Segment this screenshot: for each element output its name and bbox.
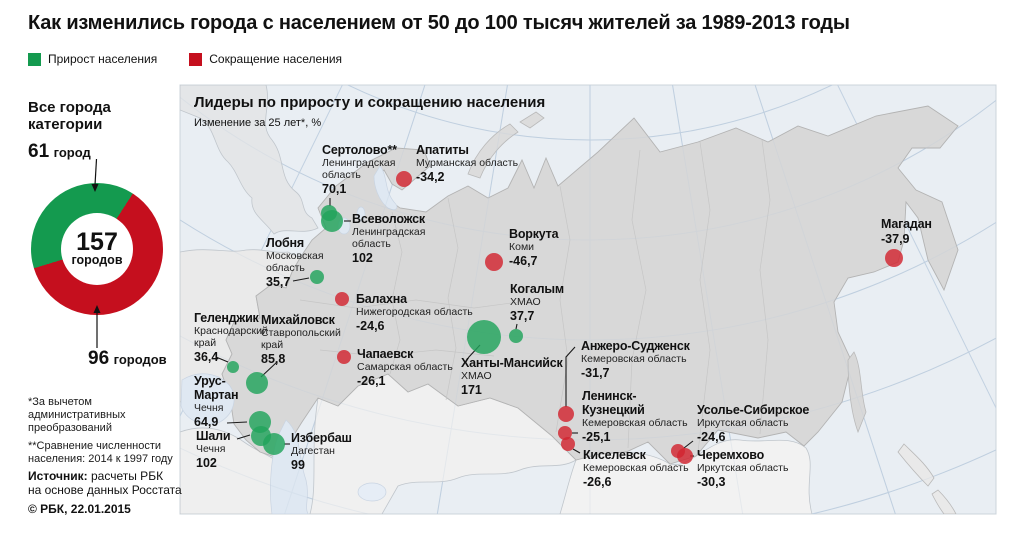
city-marker-chapaevsk xyxy=(337,350,351,364)
decline-unit: городов xyxy=(113,352,167,367)
decline-callout: 96 городов xyxy=(88,348,167,370)
city-marker-anzhero-sudzhensk xyxy=(558,406,574,422)
copyright: © РБК, 22.01.2015 xyxy=(28,502,131,516)
donut-center: 157 городов xyxy=(61,213,133,285)
city-marker-leninsk-kuznetsky xyxy=(558,426,572,440)
city-marker-vorkuta xyxy=(485,253,503,271)
city-marker-gelendzhik xyxy=(227,361,239,373)
growth-swatch-icon xyxy=(28,52,41,66)
city-marker-magadan xyxy=(885,249,903,267)
city-marker-mikhaylovsk xyxy=(246,372,268,394)
city-marker-cheremkhovo xyxy=(677,448,693,464)
map-subheading: Изменение за 25 лет*, % xyxy=(194,117,322,129)
growth-count: 61 xyxy=(28,141,50,162)
leader-line-urus-martan xyxy=(226,421,248,424)
growth-callout: 61 город xyxy=(28,141,91,163)
footnote-1: *За вычетом административных преобразова… xyxy=(28,396,126,434)
city-marker-izberbash xyxy=(263,433,285,455)
source-label: Источник: xyxy=(28,469,88,483)
summary-heading: Все города категории xyxy=(28,99,111,133)
city-marker-kiselevsk xyxy=(561,437,575,451)
total-unit: городов xyxy=(71,253,123,267)
leader-line-gelendzhik xyxy=(215,356,229,363)
map-heading: Лидеры по приросту и сокращению населени… xyxy=(194,94,546,111)
legend-label-decline: Сокращение населения xyxy=(209,52,343,66)
city-marker-lobnya xyxy=(310,270,324,284)
legend-item-growth: Прирост населения xyxy=(28,52,157,66)
legend-item-decline: Сокращение населения xyxy=(189,52,342,66)
city-marker-kogalym xyxy=(509,329,523,343)
city-marker-apatity xyxy=(396,171,412,187)
islands xyxy=(467,111,957,514)
city-marker-balakhna xyxy=(335,292,349,306)
decline-swatch-icon xyxy=(189,52,203,66)
neighbor-landmass xyxy=(180,85,813,514)
decline-count: 96 xyxy=(88,348,110,369)
leader-lines xyxy=(215,198,694,457)
source-text: расчеты РБК на основе данных Росстата xyxy=(28,469,182,497)
source-line: Источник: расчеты РБК на основе данных Р… xyxy=(28,469,182,497)
leader-line-kogalym xyxy=(515,323,518,330)
growth-unit: город xyxy=(53,145,91,160)
city-marker-khanty-mansiysk xyxy=(467,320,501,354)
leader-line-shali xyxy=(236,434,251,440)
leader-line-kiselevsk xyxy=(572,448,581,454)
leader-line-anzhero-sudzhensk xyxy=(565,346,576,407)
city-marker-vsevolozhsk xyxy=(321,210,343,232)
leader-line-lobnya xyxy=(292,277,310,282)
footnote-2: **Сравнение численности населения: 2014 … xyxy=(28,440,173,465)
legend: Прирост населения Сокращение населения xyxy=(28,52,342,66)
total-count: 157 xyxy=(76,228,118,256)
legend-label-growth: Прирост населения xyxy=(48,52,158,66)
page-title: Как изменились города с населением от 50… xyxy=(28,12,850,34)
leader-line-usolye-sibirskoye xyxy=(683,440,694,449)
city-bubbles xyxy=(227,171,903,464)
